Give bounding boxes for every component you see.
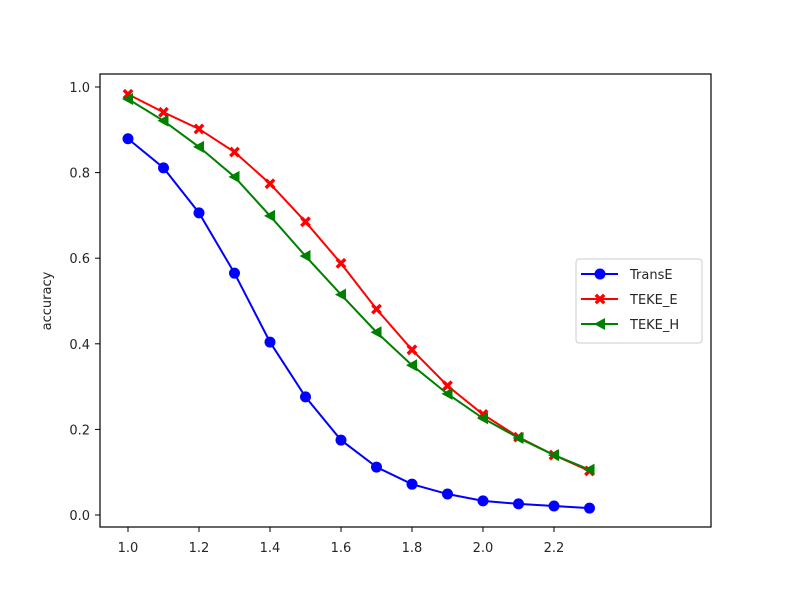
data-point-marker (441, 387, 453, 400)
y-axis-label: accuracy (40, 271, 55, 330)
y-tick-label: 0.0 (69, 509, 90, 524)
x-tick-label: 1.6 (331, 541, 352, 556)
data-point-marker (335, 434, 347, 446)
data-point-marker (371, 303, 382, 315)
y-tick-label: 0.2 (69, 423, 90, 438)
data-point-marker (477, 495, 489, 507)
x-tick-label: 1.2 (189, 541, 210, 556)
data-point-marker (264, 178, 276, 190)
data-point-marker (548, 500, 560, 512)
legend-marker-icon (594, 318, 605, 330)
x-tick-label: 1.0 (118, 541, 139, 556)
data-point-marker (406, 359, 417, 372)
legend-label: TEKE_E (629, 293, 678, 308)
legend-label: TEKE_H (629, 318, 679, 333)
series-transe (122, 133, 595, 514)
series-line (127, 93, 590, 472)
data-point-marker (477, 412, 488, 425)
x-tick-label: 2.0 (473, 541, 494, 556)
data-point-marker (406, 344, 418, 356)
series-line (127, 98, 590, 471)
series-line (127, 138, 590, 510)
data-point-marker (442, 488, 453, 500)
legend-marker-icon (594, 293, 606, 305)
data-point-marker (371, 461, 382, 473)
data-point-marker (300, 216, 311, 228)
data-point-marker (300, 391, 311, 403)
legend-entry-teke-e: TEKE_E (581, 293, 678, 308)
legend-entry-teke-h: TEKE_H (581, 318, 679, 333)
y-tick-label: 0.4 (69, 338, 90, 353)
y-tick-label: 1.0 (69, 81, 90, 96)
x-axis: 1.0 1.2 1.4 1.6 1.8 2.0 2.2 (118, 527, 565, 556)
data-point-marker (158, 162, 169, 174)
data-point-marker (512, 431, 524, 444)
legend-label: TransE (629, 268, 673, 283)
data-point-marker (157, 114, 169, 127)
data-point-marker (513, 498, 524, 510)
data-point-marker (299, 250, 311, 263)
data-point-marker (193, 123, 205, 135)
data-point-marker (264, 336, 276, 348)
data-point-marker (229, 267, 240, 279)
y-tick-label: 0.6 (69, 252, 90, 267)
data-point-marker (335, 257, 347, 269)
data-point-marker (228, 170, 240, 183)
x-tick-label: 1.8 (402, 541, 423, 556)
legend-box (575, 258, 703, 344)
data-point-marker (122, 133, 134, 145)
data-point-marker (229, 146, 240, 158)
y-axis: 0.0 0.2 0.4 0.6 0.8 1.0 (69, 81, 100, 524)
axes-frame (99, 73, 712, 528)
data-point-marker (193, 207, 205, 219)
legend-marker-icon (594, 268, 606, 280)
legend-entry-transe: TransE (581, 268, 673, 283)
data-point-marker (158, 106, 169, 118)
plot-area (122, 88, 595, 514)
data-point-marker (442, 380, 453, 392)
data-point-marker (583, 463, 595, 476)
x-tick-label: 1.4 (260, 541, 281, 556)
data-point-marker (122, 92, 133, 105)
data-point-marker (584, 502, 595, 514)
data-point-marker (335, 288, 346, 301)
data-point-marker (193, 140, 204, 153)
data-point-marker (548, 449, 559, 462)
x-tick-label: 2.2 (544, 541, 565, 556)
data-point-marker (264, 209, 275, 222)
legend: TransE TEKE_E TEKE_H (575, 258, 703, 344)
y-tick-label: 0.8 (69, 167, 90, 182)
data-point-marker (370, 326, 382, 339)
data-point-marker (406, 478, 418, 490)
series-teke-h (122, 92, 595, 476)
